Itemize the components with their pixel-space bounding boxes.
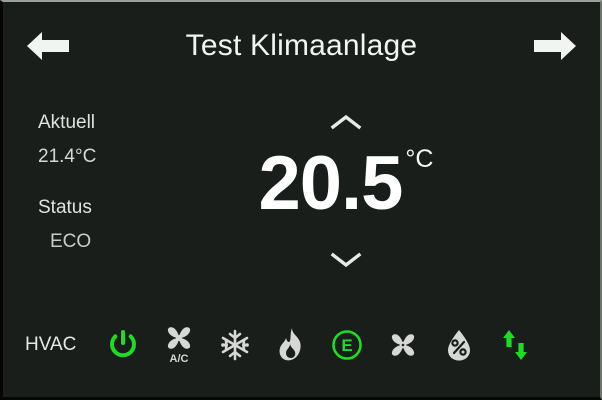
eco-icon: E (330, 328, 364, 362)
target-temperature-readout[interactable]: 20.5 °C (221, 138, 471, 242)
target-temperature-control: 20.5 °C (221, 90, 471, 300)
status-info-column: Aktuell 21.4°C Status ECO (38, 106, 208, 259)
fan-icon (385, 327, 421, 363)
increase-temperature-button[interactable] (329, 112, 363, 132)
hvac-power-button[interactable] (95, 321, 151, 369)
svg-text:A/C: A/C (170, 353, 189, 365)
chevron-down-icon (329, 250, 363, 270)
prev-device-button[interactable] (25, 27, 71, 65)
hvac-humidity-button[interactable] (431, 321, 487, 369)
hvac-heating-button[interactable] (263, 321, 319, 369)
hvac-cooling-button[interactable] (207, 321, 263, 369)
status-label: Status (38, 197, 92, 218)
main-content: Aktuell 21.4°C Status ECO 20.5 °C (3, 90, 600, 300)
current-temperature-label: Aktuell (38, 112, 96, 133)
hvac-label: HVAC (25, 334, 77, 355)
spacer (38, 174, 208, 191)
target-temperature-unit: °C (405, 145, 434, 173)
status-value: ECO (50, 231, 92, 252)
target-temperature-value: 20.5 (258, 141, 404, 226)
humidity-icon (445, 328, 473, 362)
flame-icon (276, 327, 306, 363)
hvac-fan-button[interactable] (375, 321, 431, 369)
power-icon (106, 328, 140, 362)
arrow-right-icon (532, 27, 578, 65)
hvac-recirculate-button[interactable] (487, 321, 543, 369)
hvac-control-row: HVAC A (3, 314, 600, 376)
snowflake-icon (218, 328, 252, 362)
svg-text:E: E (341, 336, 352, 355)
header: Test Klimaanlage (3, 2, 600, 90)
current-temperature-value: 21.4°C (38, 146, 97, 167)
recirculate-icon (498, 327, 532, 363)
decrease-temperature-button[interactable] (329, 250, 363, 270)
page-title: Test Klimaanlage (185, 29, 418, 62)
hvac-ac-button[interactable]: A/C (151, 321, 207, 369)
hvac-eco-button[interactable]: E (319, 321, 375, 369)
arrow-left-icon (25, 27, 71, 65)
chevron-up-icon (329, 112, 363, 132)
ac-fan-icon: A/C (161, 325, 197, 365)
next-device-button[interactable] (532, 27, 578, 65)
